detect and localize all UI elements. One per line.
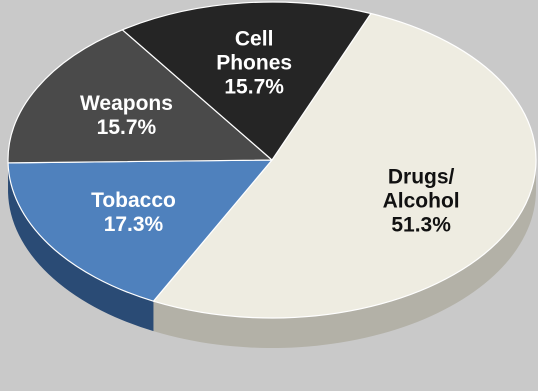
slice-value-label-3: 15.7% xyxy=(224,76,284,99)
slice-name-label-1: Tobacco xyxy=(91,189,176,212)
slice-name-label-0: Drugs/ xyxy=(388,165,455,188)
slice-1 xyxy=(7,159,273,302)
slice-value-label-1: 17.3% xyxy=(104,213,164,236)
slice-3 xyxy=(121,1,372,161)
slice-side-0 xyxy=(153,160,537,348)
slice-name-label-3: Cell xyxy=(235,28,274,51)
pie-top-layer xyxy=(7,1,537,319)
slice-labels: Drugs/Alcohol51.3%Tobacco17.3%Weapons15.… xyxy=(80,28,460,237)
slice-value-label-0: 51.3% xyxy=(391,213,451,236)
slice-name-label-3: Phones xyxy=(216,52,292,75)
slice-name-label-0: Alcohol xyxy=(383,189,460,212)
slice-0 xyxy=(152,12,537,319)
slice-2 xyxy=(7,29,273,164)
slice-side-1 xyxy=(8,162,154,332)
slice-name-label-2: Weapons xyxy=(80,92,173,115)
slice-value-label-2: 15.7% xyxy=(97,116,157,139)
